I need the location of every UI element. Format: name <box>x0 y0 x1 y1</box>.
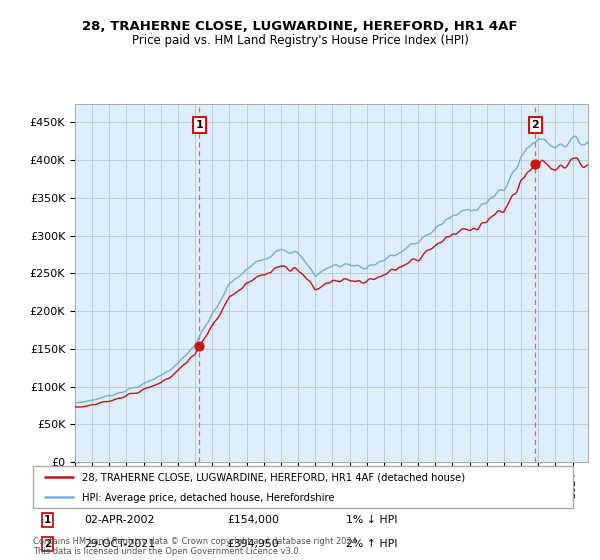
Point <box>194 342 204 351</box>
Text: 1: 1 <box>44 515 51 525</box>
Text: HPI: Average price, detached house, Herefordshire: HPI: Average price, detached house, Here… <box>82 493 334 502</box>
FancyBboxPatch shape <box>33 466 573 508</box>
Text: 2: 2 <box>532 120 539 130</box>
Text: 1% ↓ HPI: 1% ↓ HPI <box>346 515 398 525</box>
Text: 28, TRAHERNE CLOSE, LUGWARDINE, HEREFORD, HR1 4AF: 28, TRAHERNE CLOSE, LUGWARDINE, HEREFORD… <box>82 20 518 32</box>
Text: 02-APR-2002: 02-APR-2002 <box>84 515 155 525</box>
Text: £154,000: £154,000 <box>227 515 280 525</box>
Text: £394,950: £394,950 <box>227 539 279 549</box>
Text: 28, TRAHERNE CLOSE, LUGWARDINE, HEREFORD, HR1 4AF (detached house): 28, TRAHERNE CLOSE, LUGWARDINE, HEREFORD… <box>82 473 465 483</box>
Point <box>530 160 540 169</box>
Text: 29-OCT-2021: 29-OCT-2021 <box>84 539 155 549</box>
Text: 2: 2 <box>44 539 51 549</box>
Text: Contains HM Land Registry data © Crown copyright and database right 2024.
This d: Contains HM Land Registry data © Crown c… <box>33 536 359 556</box>
Text: 2% ↑ HPI: 2% ↑ HPI <box>346 539 398 549</box>
Text: 1: 1 <box>196 120 203 130</box>
Text: Price paid vs. HM Land Registry's House Price Index (HPI): Price paid vs. HM Land Registry's House … <box>131 34 469 46</box>
